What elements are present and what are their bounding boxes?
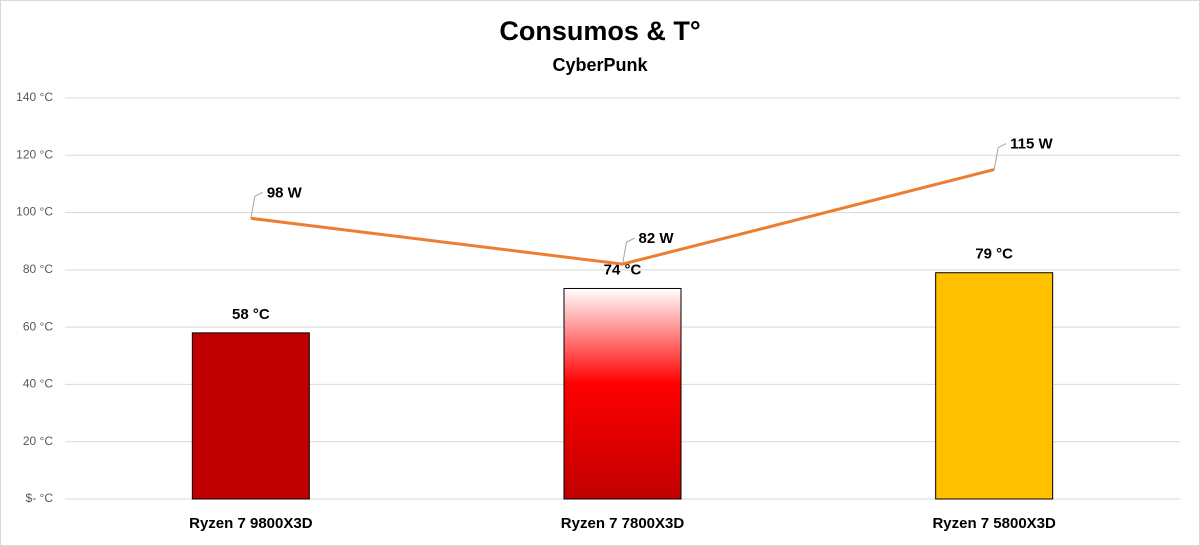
leader-line [993,143,1007,170]
chart-title: Consumos & T° [499,16,700,46]
bar [191,332,310,500]
x-tick-label: Ryzen 7 9800X3D [189,515,313,532]
x-tick-label: Ryzen 7 7800X3D [561,515,685,532]
line [250,168,995,266]
data-label: 79 °C [975,246,1013,263]
bar [935,272,1054,500]
y-tick-label: 100 °C [16,205,53,219]
y-tick-label: 140 °C [16,90,53,104]
y-tick-label: 40 °C [23,377,53,391]
y-tick-label: 60 °C [23,319,53,333]
leader-line [250,191,264,219]
x-tick-label: Ryzen 7 5800X3D [932,515,1056,532]
leader-line [622,237,635,265]
y-tick-label: 80 °C [23,262,53,276]
data-label: 115 W [1010,136,1053,153]
bar [563,287,682,500]
y-tick-label: $- °C [26,491,54,505]
y-tick-label: 120 °C [16,147,53,161]
data-label: 58 °C [232,306,270,323]
data-label: 74 °C [604,261,642,278]
y-tick-label: 20 °C [23,434,53,448]
data-label: 82 W [639,230,675,247]
data-label: 98 W [267,184,303,201]
chart-subtitle: CyberPunk [552,55,648,75]
